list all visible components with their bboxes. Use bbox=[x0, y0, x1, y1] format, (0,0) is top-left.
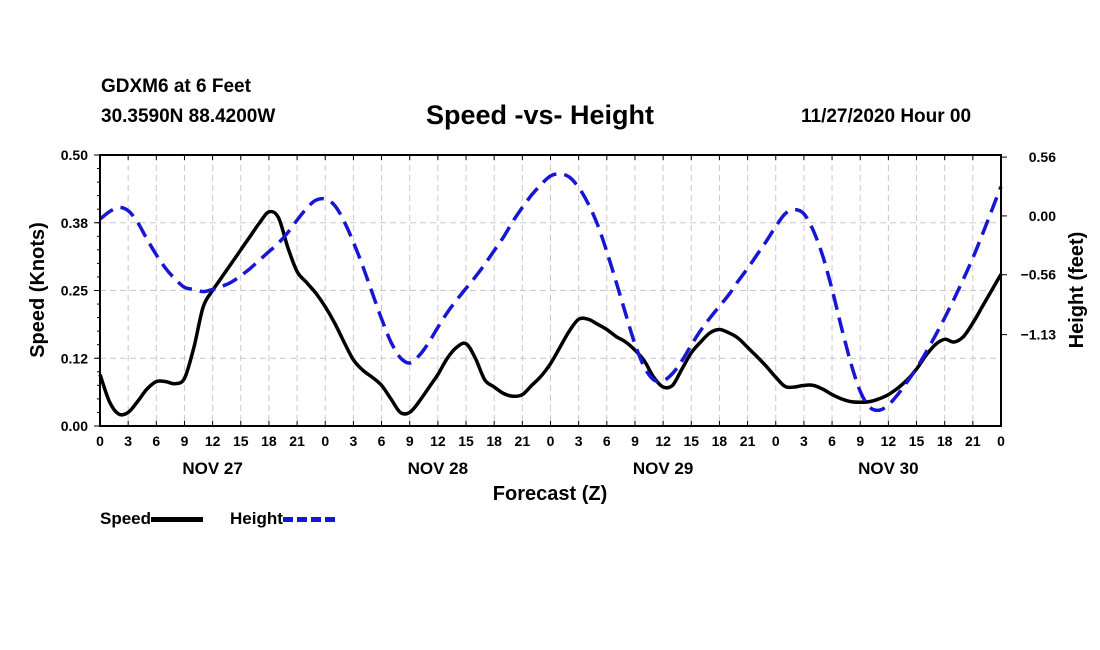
y-right-tick-label: −0.56 bbox=[1021, 267, 1057, 283]
x-tick-label: 15 bbox=[233, 433, 249, 449]
x-tick-label: 18 bbox=[261, 433, 277, 449]
x-tick-label: 18 bbox=[937, 433, 953, 449]
forecast-datetime: 11/27/2020 Hour 00 bbox=[801, 106, 972, 127]
y-left-tick-label: 0.38 bbox=[61, 215, 88, 231]
legend-speed-label: Speed bbox=[100, 509, 152, 528]
grid bbox=[100, 155, 1001, 426]
x-day-label: NOV 29 bbox=[633, 459, 693, 478]
x-day-label: NOV 27 bbox=[182, 459, 242, 478]
x-tick-label: 18 bbox=[712, 433, 728, 449]
x-tick-label: 3 bbox=[124, 433, 132, 449]
x-tick-label: 18 bbox=[486, 433, 502, 449]
x-tick-label: 0 bbox=[96, 433, 104, 449]
y-right-tick-label: 0.56 bbox=[1029, 149, 1056, 165]
x-tick-label: 21 bbox=[965, 433, 981, 449]
x-tick-label: 3 bbox=[575, 433, 583, 449]
station-label: GDXM6 at 6 Feet bbox=[101, 76, 251, 97]
x-tick-label: 12 bbox=[655, 433, 671, 449]
x-tick-label: 12 bbox=[881, 433, 897, 449]
x-tick-label: 9 bbox=[406, 433, 414, 449]
x-tick-label: 21 bbox=[740, 433, 756, 449]
x-day-label: NOV 28 bbox=[408, 459, 468, 478]
coordinates-label: 30.3590N 88.4200W bbox=[101, 106, 276, 127]
x-tick-label: 12 bbox=[205, 433, 221, 449]
y-axis-label-right: Height (feet) bbox=[1066, 232, 1088, 349]
x-tick-label: 15 bbox=[458, 433, 474, 449]
y-right-tick-label: −1.13 bbox=[1021, 327, 1057, 343]
y-left-tick-label: 0.50 bbox=[61, 147, 88, 163]
legend-speed: Speed bbox=[100, 509, 204, 529]
x-tick-label: 6 bbox=[378, 433, 386, 449]
series-line-height bbox=[98, 172, 1003, 413]
x-tick-label: 0 bbox=[547, 433, 555, 449]
legend-height: Height bbox=[230, 509, 335, 529]
legend-speed-swatch bbox=[151, 516, 204, 522]
x-axis-label: Forecast (Z) bbox=[493, 483, 607, 505]
x-tick-label: 9 bbox=[181, 433, 189, 449]
x-tick-label: 0 bbox=[772, 433, 780, 449]
y-left-tick-label: 0.12 bbox=[61, 350, 88, 366]
x-tick-label: 6 bbox=[828, 433, 836, 449]
x-tick-label: 6 bbox=[152, 433, 160, 449]
chart-title: Speed -vs- Height bbox=[426, 100, 655, 130]
legend-height-label: Height bbox=[230, 509, 283, 528]
y-right-tick-label: 0.00 bbox=[1029, 208, 1056, 224]
x-tick-label: 21 bbox=[515, 433, 531, 449]
x-tick-label: 9 bbox=[631, 433, 639, 449]
series-line-speed bbox=[98, 209, 1003, 417]
x-tick-label: 15 bbox=[909, 433, 925, 449]
y-axis-label-left: Speed (Knots) bbox=[27, 222, 49, 358]
x-tick-label: 6 bbox=[603, 433, 611, 449]
x-tick-label: 0 bbox=[321, 433, 329, 449]
x-tick-label: 0 bbox=[997, 433, 1005, 449]
x-tick-label: 9 bbox=[856, 433, 864, 449]
axes: 0 3 6 9 12 15 18 21 0 3 6 9 12 15 18 21 0 3 6 9 12 15 18 21 0 3 6 9… bbox=[61, 147, 1056, 478]
x-tick-label: 15 bbox=[683, 433, 699, 449]
x-tick-label: 12 bbox=[430, 433, 446, 449]
x-tick-label: 3 bbox=[800, 433, 808, 449]
x-tick-label: 21 bbox=[289, 433, 305, 449]
x-tick-label: 3 bbox=[350, 433, 358, 449]
legend-height-swatch bbox=[282, 516, 335, 522]
x-day-label: NOV 30 bbox=[858, 459, 918, 478]
y-left-tick-label: 0.00 bbox=[61, 418, 88, 434]
series-layer bbox=[98, 172, 1003, 417]
y-left-tick-label: 0.25 bbox=[61, 283, 88, 299]
